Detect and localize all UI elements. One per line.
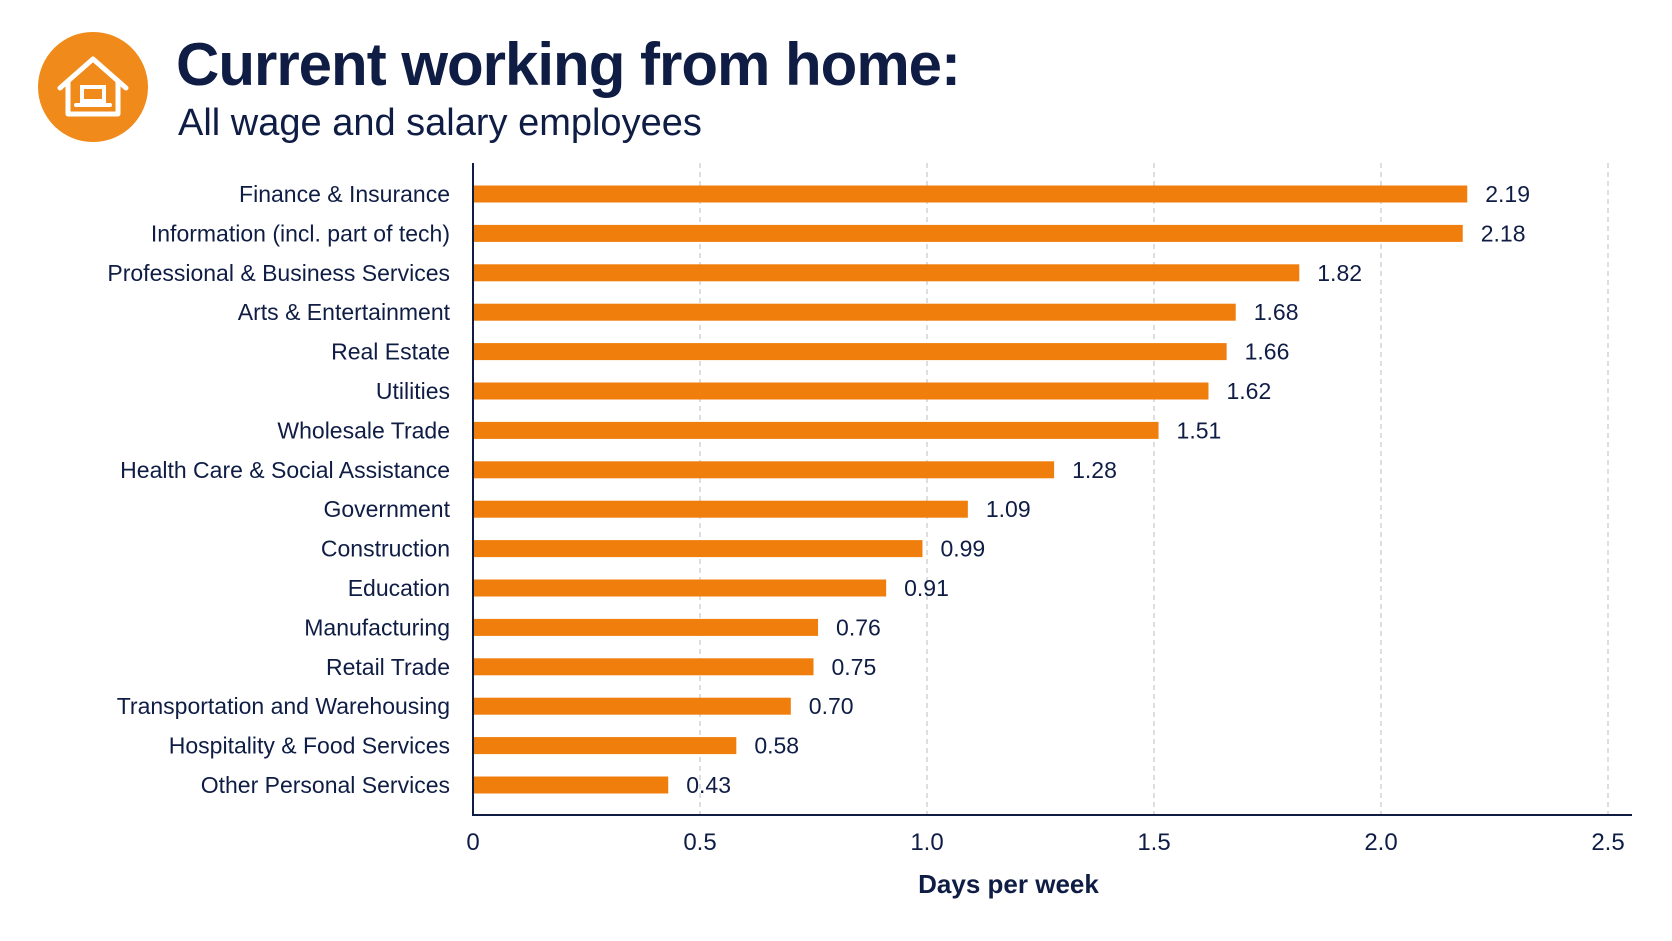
bar — [473, 421, 1159, 439]
data-label: 0.43 — [686, 772, 731, 798]
x-tick-label: 2.0 — [1364, 829, 1397, 856]
bar — [473, 776, 669, 794]
category-label: Other Personal Services — [201, 772, 450, 798]
data-label: 1.68 — [1254, 299, 1299, 325]
data-label: 1.62 — [1226, 378, 1271, 404]
data-label: 2.19 — [1485, 181, 1530, 207]
category-label: Manufacturing — [304, 614, 450, 640]
bar — [473, 343, 1227, 361]
data-label: 1.51 — [1177, 417, 1222, 443]
x-tick-label: 1.0 — [910, 829, 943, 856]
category-label: Information (incl. part of tech) — [151, 220, 450, 246]
category-label: Construction — [321, 536, 450, 562]
home-icon — [38, 32, 148, 142]
bar — [473, 618, 819, 636]
category-label: Health Care & Social Assistance — [120, 457, 450, 483]
data-label: 0.99 — [940, 536, 985, 562]
bar — [473, 658, 814, 676]
data-label: 1.09 — [986, 496, 1031, 522]
bar — [473, 185, 1468, 203]
page-subtitle: All wage and salary employees — [178, 102, 702, 144]
category-label: Finance & Insurance — [239, 181, 450, 207]
page-title: Current working from home: — [176, 31, 961, 98]
data-label: 1.66 — [1245, 339, 1290, 365]
x-tick-label: 0.5 — [683, 829, 716, 856]
category-label: Real Estate — [331, 339, 450, 365]
laptop-screen — [80, 85, 106, 103]
category-label: Hospitality & Food Services — [169, 733, 450, 759]
x-axis-title: Days per week — [918, 869, 1099, 899]
bar — [473, 579, 887, 597]
bar — [473, 382, 1209, 400]
x-tick-label: 1.5 — [1137, 829, 1170, 856]
data-label: 0.76 — [836, 614, 881, 640]
bar — [473, 540, 923, 558]
house-outline — [57, 56, 129, 117]
data-label: 0.70 — [809, 693, 854, 719]
category-label: Professional & Business Services — [107, 260, 450, 286]
data-label: 0.91 — [904, 575, 949, 601]
data-label: 1.28 — [1072, 457, 1117, 483]
bar — [473, 303, 1236, 321]
category-label: Utilities — [376, 378, 450, 404]
category-label: Retail Trade — [326, 654, 450, 680]
bar — [473, 737, 737, 755]
x-tick-label: 0 — [466, 829, 479, 856]
category-label: Arts & Entertainment — [238, 299, 451, 325]
x-tick-label: 2.5 — [1591, 829, 1624, 856]
category-label: Government — [323, 496, 450, 522]
category-label: Transportation and Warehousing — [117, 693, 450, 719]
data-label: 2.18 — [1481, 220, 1526, 246]
bar — [473, 461, 1055, 479]
data-label: 0.58 — [754, 733, 799, 759]
bar — [473, 264, 1300, 282]
data-label: 0.75 — [832, 654, 877, 680]
category-label: Wholesale Trade — [277, 417, 450, 443]
data-label: 1.82 — [1317, 260, 1362, 286]
category-label: Education — [348, 575, 450, 601]
bar — [473, 224, 1463, 242]
bar — [473, 500, 968, 518]
bar — [473, 697, 791, 715]
